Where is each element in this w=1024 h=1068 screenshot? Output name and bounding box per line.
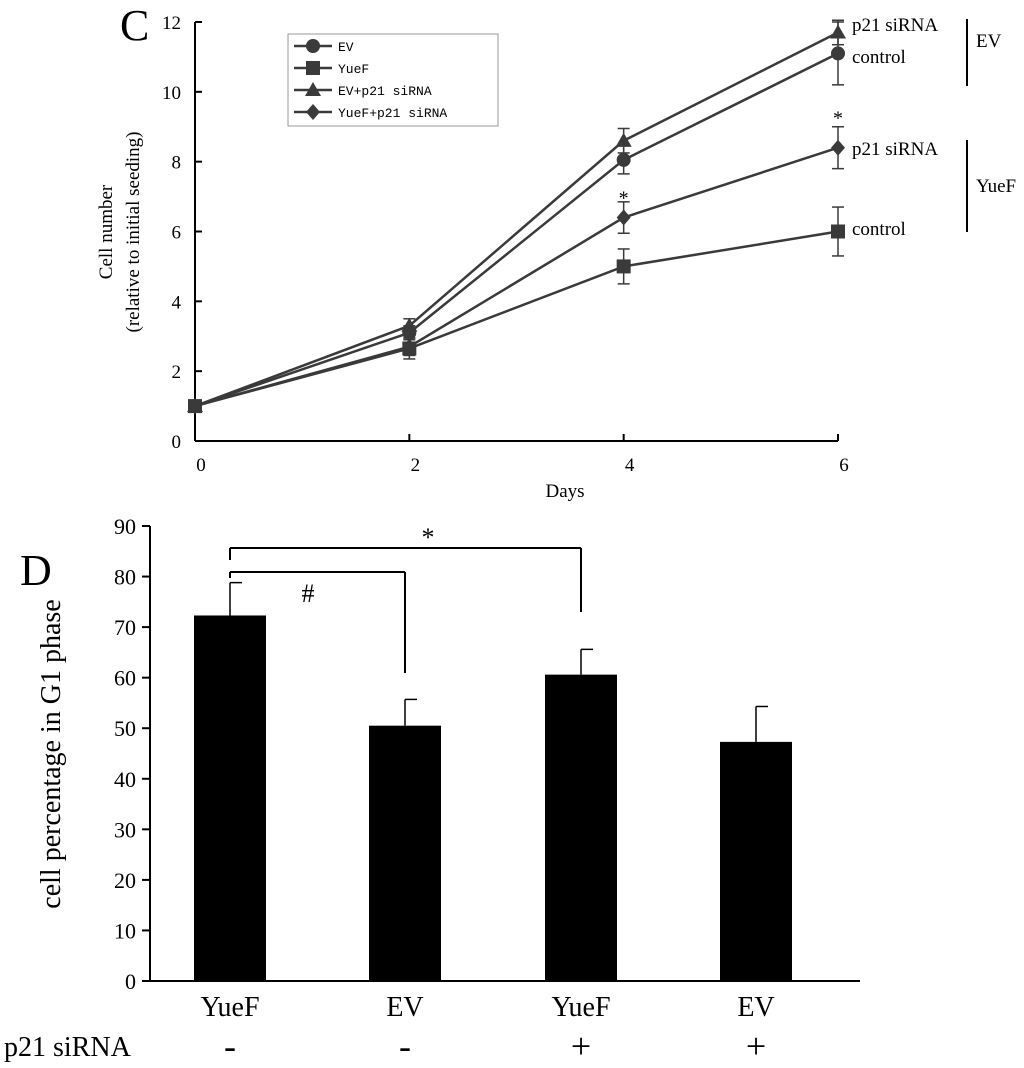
panel-c-line-chart: C 0 2 4 6 8 10 12 0 2 4 6 Days Cell number (relat… (96, 1, 1016, 502)
c-annotations: ** (619, 107, 843, 209)
d-y-tick-label: 80 (114, 565, 136, 590)
d-significance-symbol: # (302, 579, 315, 608)
d-y-tick-label: 90 (114, 514, 136, 539)
c-legend-marker (306, 39, 320, 53)
d-y-tick-label: 50 (114, 716, 136, 741)
d-row-label: p21 siRNA (4, 1032, 132, 1063)
d-bar-group (720, 705, 792, 981)
c-series-line (194, 31, 839, 408)
c-y-tick-label: 6 (172, 223, 182, 244)
c-side-labels: p21 siRNA control EV p21 siRNA control Y… (852, 15, 1016, 240)
d-category-label: YueF (200, 992, 259, 1023)
c-side-label-yuef: YueF (976, 176, 1016, 197)
c-series-yuef-p21-sirna (188, 126, 845, 415)
c-y-tick-label: 12 (162, 13, 181, 34)
c-y-tick-label: 2 (172, 362, 182, 383)
d-y-tick-label: 70 (114, 615, 136, 640)
c-data-point (830, 24, 846, 39)
c-y-axis-label: Cell number (96, 184, 117, 279)
c-side-label-yuef-control: control (852, 219, 906, 240)
panel-d-bar-chart: D 0 10 20 30 40 50 60 70 80 90 cell percentage in… (4, 514, 860, 1066)
c-x-tick-label: 4 (625, 455, 635, 476)
d-category-label: EV (386, 992, 423, 1023)
panel-d-letter: D (20, 546, 52, 595)
c-legend-marker (305, 82, 321, 96)
c-legend: EV YueF EV+p21 siRNA YueF+p21 siRNA (287, 33, 499, 127)
c-y-axis-label-2: (relative to initial seeding) (123, 131, 144, 332)
c-legend-label: EV+p21 siRNA (338, 84, 432, 99)
d-significance: *# (229, 523, 582, 673)
c-series-yuef (188, 206, 845, 414)
c-data-point (831, 224, 845, 239)
c-legend-marker (306, 61, 320, 75)
d-bar (720, 741, 792, 981)
c-x-axis-label: Days (545, 481, 584, 502)
c-series-ev (188, 21, 845, 414)
c-significance-star: * (833, 107, 843, 129)
c-data-point (616, 152, 631, 167)
d-y-tick-label: 30 (114, 817, 136, 842)
d-y-tick-label: 10 (114, 918, 136, 943)
c-side-label-ev-control: control (852, 47, 906, 68)
d-y-tick-label: 20 (114, 868, 136, 893)
d-treatment-sign: + (746, 1026, 766, 1066)
c-side-label-yuef-sirna: p21 siRNA (852, 139, 938, 160)
c-side-label-ev-sirna: p21 siRNA (852, 15, 938, 36)
d-y-tick-label: 40 (114, 767, 136, 792)
d-bar-group (545, 648, 617, 981)
c-x-tick-label: 2 (411, 455, 421, 476)
c-series-line (194, 52, 839, 408)
d-significance-bracket: * (229, 523, 582, 612)
c-legend-box (287, 33, 499, 127)
c-data-point (401, 317, 418, 332)
c-legend-label: EV (338, 40, 354, 55)
c-y-tick-label: 8 (172, 153, 182, 174)
c-side-label-ev: EV (976, 31, 1002, 52)
c-x-tick-label: 6 (839, 455, 849, 476)
d-category-labels: YueF EV YueF EV (200, 992, 774, 1023)
d-bar (369, 725, 441, 981)
panel-c-letter: C (120, 1, 149, 50)
c-data-point (188, 398, 202, 415)
c-x-tick-label: 0 (196, 455, 206, 476)
d-y-ticks: 0 10 20 30 40 50 60 70 80 90 (114, 514, 150, 994)
c-significance-star: * (619, 188, 629, 210)
d-category-label: YueF (551, 992, 610, 1023)
c-data-point (831, 139, 845, 156)
d-bar-group (369, 698, 441, 981)
d-bar-group (194, 581, 266, 981)
d-treatment-sign: + (571, 1026, 591, 1066)
d-treatment-sign: - (224, 1026, 236, 1066)
c-data-point (616, 209, 631, 226)
d-bar (545, 674, 617, 981)
c-y-ticks: 0 2 4 6 8 10 12 (162, 13, 202, 453)
d-category-label: EV (737, 992, 774, 1023)
c-y-tick-label: 10 (162, 83, 181, 104)
d-treatment-signs: - - + + (224, 1026, 766, 1066)
c-y-tick-label: 4 (172, 292, 182, 313)
c-series-line (194, 146, 839, 408)
c-legend-marker (306, 104, 320, 120)
d-y-tick-label: 60 (114, 666, 136, 691)
c-series-ev-p21-sirna (187, 19, 846, 413)
d-significance-bracket: # (229, 571, 406, 673)
d-bar (194, 615, 266, 981)
c-data-point (402, 338, 417, 355)
c-data-point (615, 132, 632, 147)
d-y-axis-label: cell percentage in G1 phase (36, 599, 67, 908)
d-bars-group (194, 581, 792, 981)
c-legend-label: YueF (338, 62, 369, 77)
c-series-group (187, 19, 846, 415)
c-y-tick-label: 0 (172, 432, 182, 453)
c-data-point (616, 259, 631, 274)
c-data-point (831, 46, 845, 61)
c-x-ticks: 0 2 4 6 (194, 434, 849, 476)
d-y-tick-label: 0 (125, 969, 136, 994)
c-legend-label: YueF+p21 siRNA (338, 106, 447, 121)
d-treatment-sign: - (399, 1026, 411, 1066)
d-significance-symbol: * (422, 523, 435, 552)
